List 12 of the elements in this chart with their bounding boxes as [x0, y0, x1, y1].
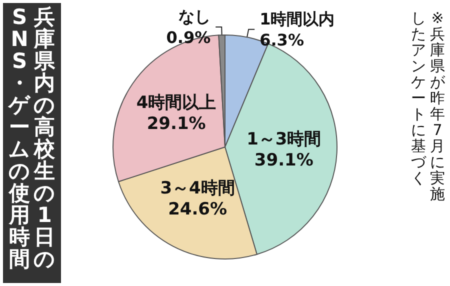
- slice-label: 1時間以内: [260, 9, 335, 28]
- slice-label: 3～4時間: [160, 178, 235, 199]
- slice-label: 4時間以上: [136, 93, 216, 114]
- chart-title: 兵庫県内の高校生の1日のSNS・ゲームの使用時間: [8, 5, 56, 271]
- slice-label: 1～3時間: [246, 130, 322, 150]
- data-label: 29.1%: [146, 114, 206, 134]
- slice-label: なし: [178, 7, 211, 26]
- data-label: 24.6%: [168, 200, 228, 220]
- text: ※兵庫県が昨年7月に実施したアンケートに基づく: [411, 9, 445, 203]
- data-label: 6.3%: [260, 30, 304, 50]
- data-label: 39.1%: [254, 150, 314, 171]
- data-label: 0.9%: [166, 28, 211, 48]
